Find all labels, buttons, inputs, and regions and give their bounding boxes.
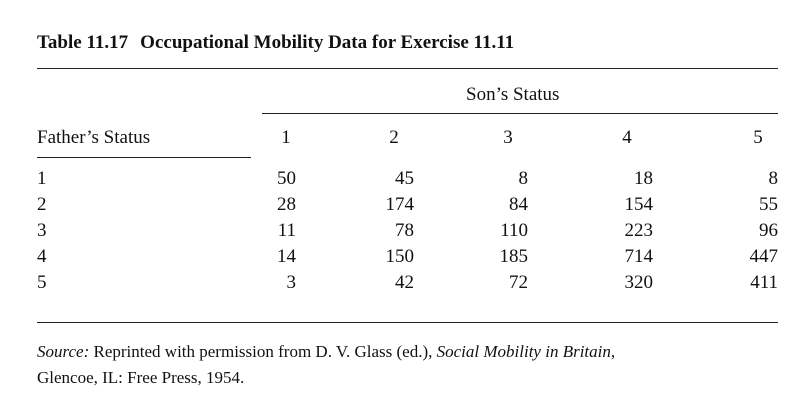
column-header: 1 — [281, 127, 291, 148]
source-label: Source: — [37, 342, 90, 361]
table-cell: 320 — [624, 272, 654, 293]
table-cell: 185 — [499, 246, 529, 267]
source-note: Source: Reprinted with permission from D… — [37, 339, 777, 391]
table-cell: 150 — [385, 246, 415, 267]
table-caption: Table 11.17 Occupational Mobility Data fo… — [37, 32, 514, 54]
table-cell: 8 — [518, 168, 529, 189]
table-cell: 3 — [286, 272, 297, 293]
row-header-rule — [37, 157, 251, 158]
table-cell: 55 — [759, 194, 778, 215]
table-number: Table 11.17 — [37, 32, 129, 53]
table-cell: 96 — [759, 220, 778, 241]
spanner-rule — [262, 113, 778, 114]
source-text-2: , — [610, 342, 616, 361]
row-label: 3 — [37, 220, 47, 241]
table-title: Occupational Mobility Data for Exercise … — [140, 32, 515, 53]
table-cell: 14 — [277, 246, 296, 267]
table-cell: 447 — [749, 246, 779, 267]
table-cell: 28 — [277, 194, 296, 215]
top-rule — [37, 68, 778, 69]
table-cell: 411 — [750, 272, 778, 293]
column-header: 4 — [622, 127, 632, 148]
row-label: 5 — [37, 272, 47, 293]
table-cell: 154 — [624, 194, 654, 215]
row-label: 2 — [37, 194, 47, 215]
source-text-3: Glencoe, IL: Free Press, 1954. — [37, 368, 245, 387]
table-cell: 11 — [277, 220, 296, 241]
column-header: 5 — [753, 127, 763, 148]
row-header: Father’s Status — [37, 127, 151, 148]
table-cell: 110 — [500, 220, 528, 241]
table-cell: 50 — [277, 168, 296, 189]
source-text-1: Reprinted with permission from D. V. Gla… — [89, 342, 437, 361]
row-label: 4 — [37, 246, 47, 267]
source-book-title: Social Mobility in Britain — [436, 342, 611, 361]
table-cell: 8 — [768, 168, 779, 189]
row-label: 1 — [37, 168, 47, 189]
bottom-rule — [37, 322, 778, 323]
table-cell: 45 — [395, 168, 414, 189]
table-cell: 714 — [624, 246, 654, 267]
table-cell: 78 — [395, 220, 414, 241]
table-cell: 223 — [624, 220, 654, 241]
table-cell: 84 — [509, 194, 528, 215]
spanner-header: Son’s Status — [466, 84, 560, 105]
table-cell: 42 — [395, 272, 414, 293]
table-cell: 72 — [509, 272, 528, 293]
column-header: 3 — [503, 127, 513, 148]
column-header: 2 — [389, 127, 399, 148]
table-cell: 18 — [634, 168, 653, 189]
table-cell: 174 — [385, 194, 415, 215]
